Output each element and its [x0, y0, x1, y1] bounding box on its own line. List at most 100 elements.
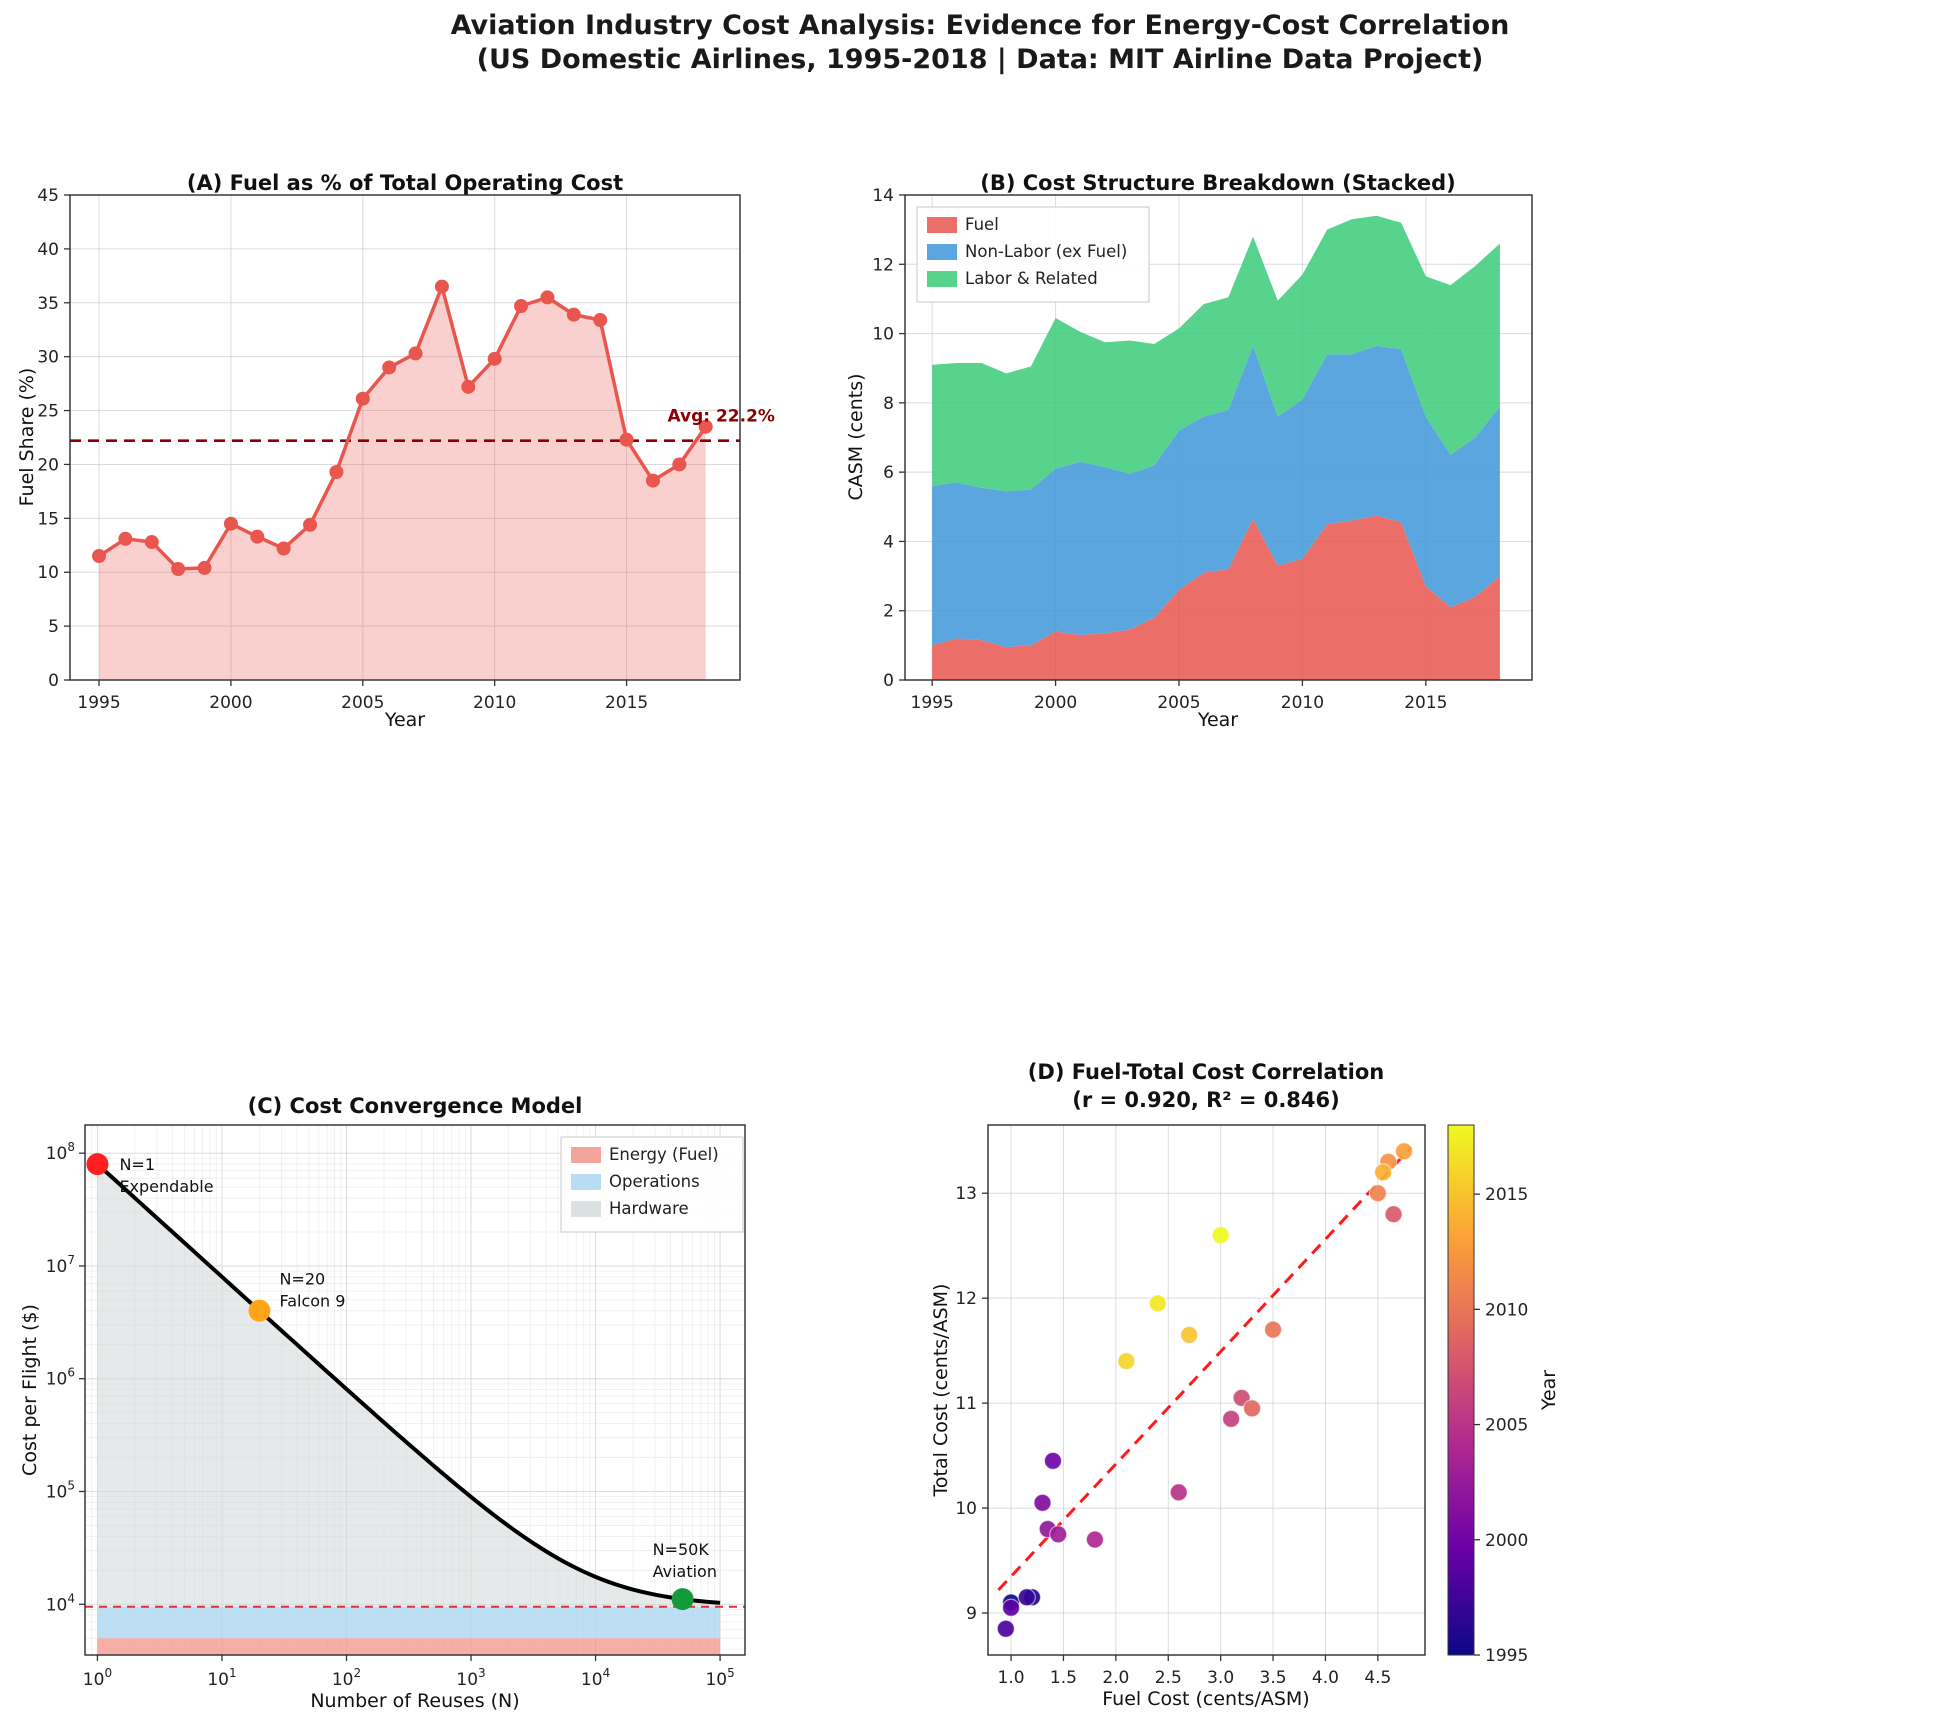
fuel-share-point	[461, 379, 476, 394]
colorbar-label: Year	[1538, 1369, 1560, 1411]
colorbar-tick: 2015	[1485, 1185, 1528, 1205]
marker-label: N=50K	[653, 1540, 710, 1559]
fuel-share-point	[672, 457, 687, 472]
model-marker	[248, 1299, 271, 1322]
svg-text:2000: 2000	[1034, 693, 1077, 713]
svg-text:10: 10	[37, 563, 59, 583]
svg-text:3.5: 3.5	[1260, 1668, 1287, 1688]
panel-a-xlabel: Year	[384, 709, 426, 731]
svg-text:Hardware: Hardware	[609, 1199, 689, 1218]
svg-text:2.0: 2.0	[1102, 1668, 1129, 1688]
scatter-point	[1085, 1530, 1104, 1549]
svg-text:105: 105	[46, 1478, 75, 1502]
fuel-share-point	[197, 560, 212, 575]
colorbar-tick: 2000	[1485, 1531, 1528, 1551]
scatter-point	[1368, 1184, 1387, 1203]
panel-c-xlabel: Number of Reuses (N)	[310, 1690, 520, 1712]
svg-text:1.5: 1.5	[1050, 1668, 1077, 1688]
fuel-share-point	[434, 279, 449, 294]
svg-text:5: 5	[48, 617, 59, 637]
scatter-point	[1242, 1399, 1262, 1418]
svg-text:2015: 2015	[1404, 693, 1447, 713]
svg-text:45: 45	[37, 186, 59, 206]
fuel-share-point	[408, 346, 423, 361]
svg-text:100: 100	[83, 1666, 112, 1690]
svg-text:2015: 2015	[605, 693, 648, 713]
panel-d-axes: 1.0 1.5 2.0 2.5 3.0 3.5 4.0 4.5 9 10 11 12 13	[955, 1124, 1426, 1688]
panel-a-axes: 1995 2000 2005 2010 2015 0 5 10 15 20 25 30 35 40 45	[37, 186, 741, 713]
fuel-share-point	[540, 290, 555, 305]
svg-text:3.0: 3.0	[1207, 1668, 1234, 1688]
scatter-point	[1263, 1320, 1283, 1339]
fuel-share-point	[171, 561, 186, 576]
stack-layer-0	[932, 515, 1500, 680]
energy-band	[97, 1638, 721, 1655]
svg-text:35: 35	[37, 294, 59, 314]
hardware-band	[97, 1164, 721, 1607]
fuel-share-point	[355, 391, 370, 406]
svg-text:4.5: 4.5	[1364, 1668, 1391, 1688]
colorbar-tick: 1995	[1485, 1646, 1528, 1666]
panel-c-ylabel: Cost per Flight ($)	[19, 1304, 41, 1476]
svg-text:Energy (Fuel): Energy (Fuel)	[609, 1145, 719, 1164]
panel-c-title: (C) Cost Convergence Model	[247, 1094, 583, 1118]
svg-text:101: 101	[207, 1666, 236, 1690]
scatter-point	[996, 1619, 1015, 1638]
svg-text:2010: 2010	[1281, 693, 1324, 713]
scatter-point	[1222, 1409, 1241, 1428]
fuel-share-point	[223, 516, 238, 531]
svg-text:10: 10	[955, 1499, 977, 1519]
scatter-point	[1033, 1493, 1052, 1512]
fuel-share-point	[593, 313, 608, 328]
svg-text:11: 11	[955, 1394, 977, 1414]
panel-b-legend: Fuel Non-Labor (ex Fuel) Labor & Related	[916, 206, 1150, 303]
svg-text:2005: 2005	[1157, 693, 1200, 713]
scatter-point	[1211, 1226, 1230, 1245]
svg-text:15: 15	[37, 509, 59, 529]
fuel-share-point	[487, 351, 502, 366]
svg-text:8: 8	[883, 394, 894, 414]
svg-text:Operations: Operations	[609, 1172, 700, 1191]
svg-text:105: 105	[705, 1666, 734, 1690]
marker-label: Falcon 9	[279, 1292, 345, 1311]
panel-c-legend: Energy (Fuel) Operations Hardware	[560, 1136, 744, 1233]
panel-d-title-line1: (D) Fuel-Total Cost Correlation	[1027, 1060, 1385, 1084]
fuel-share-point	[144, 535, 159, 550]
svg-text:14: 14	[872, 186, 894, 206]
svg-text:4: 4	[883, 532, 894, 552]
figure-title-line1: Aviation Industry Cost Analysis: Evidenc…	[450, 10, 1510, 41]
panel-b-axes: 1995 2000 2005 2010 2015 0 2 4 6 8 10 12 14	[872, 186, 1533, 713]
regression-line	[997, 1146, 1413, 1591]
scatter-point	[1043, 1451, 1063, 1470]
svg-text:Labor & Related: Labor & Related	[965, 269, 1098, 288]
marker-label: N=1	[119, 1155, 155, 1174]
svg-text:40: 40	[37, 240, 59, 260]
scatter-point	[1180, 1325, 1199, 1345]
scatter-point	[1017, 1588, 1036, 1607]
svg-text:1995: 1995	[911, 693, 954, 713]
scatter-point	[1049, 1525, 1068, 1544]
scatter-point	[1169, 1483, 1188, 1502]
cost-curve	[96, 1162, 721, 1605]
svg-text:Fuel: Fuel	[965, 215, 999, 234]
scatter-point	[1373, 1163, 1393, 1182]
fuel-share-point	[698, 419, 713, 434]
panel-b-title: (B) Cost Structure Breakdown (Stacked)	[980, 171, 1456, 195]
panel-a-ylabel: Fuel Share (%)	[16, 367, 38, 507]
scatter-point	[1394, 1142, 1414, 1161]
fuel-share-point	[619, 432, 634, 447]
fuel-share-point	[118, 531, 133, 546]
svg-text:104: 104	[581, 1666, 610, 1690]
panel-a-title: (A) Fuel as % of Total Operating Cost	[186, 171, 624, 195]
svg-text:2005: 2005	[341, 693, 384, 713]
svg-text:12: 12	[955, 1289, 977, 1309]
svg-text:2: 2	[883, 602, 894, 622]
panel-d-grid	[988, 1125, 1425, 1655]
svg-text:2010: 2010	[473, 693, 516, 713]
fuel-share-point	[276, 541, 291, 556]
scatter-point	[1148, 1294, 1167, 1313]
panel-b-xlabel: Year	[1197, 709, 1239, 731]
marker-label: N=20	[279, 1270, 325, 1289]
